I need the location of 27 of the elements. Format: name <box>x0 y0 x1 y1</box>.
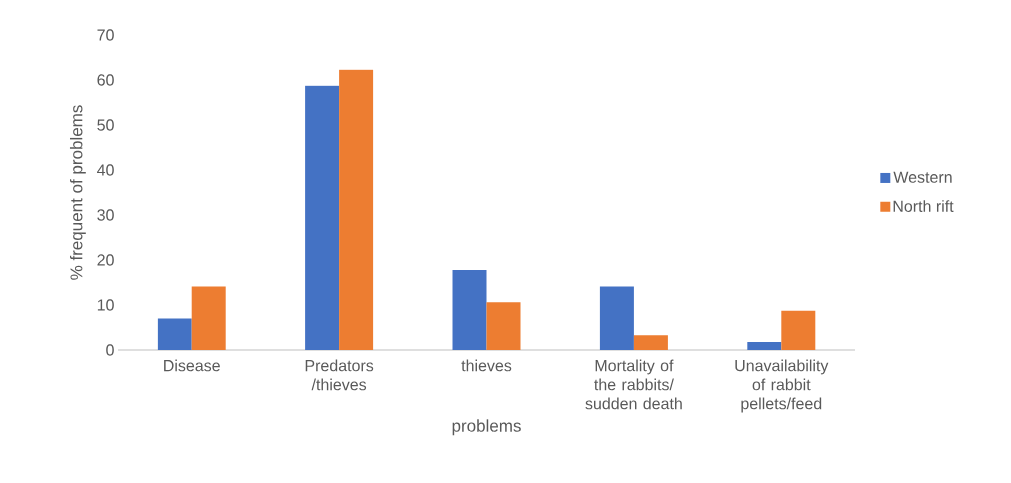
legend-label: North rift <box>893 200 954 212</box>
bar <box>781 310 816 350</box>
x-tick-label: Mortality of the rabbits/ sudden death <box>585 359 682 410</box>
bar <box>486 302 521 350</box>
y-tick-label: 10 <box>97 299 114 311</box>
y-tick-label: 40 <box>97 164 114 176</box>
y-axis-title: % frequent of problems <box>69 105 86 280</box>
y-tick-label: 30 <box>97 209 114 221</box>
bar <box>599 286 634 350</box>
legend-label: Western <box>893 171 952 183</box>
x-axis-title: problems <box>452 419 521 436</box>
bar <box>633 335 668 350</box>
x-tick-label: thieves <box>461 359 512 372</box>
y-tick-label: 20 <box>97 254 114 266</box>
x-tick-label: Predators /thieves <box>305 359 374 391</box>
bar <box>452 269 487 350</box>
y-tick-label: 50 <box>97 119 114 131</box>
bar <box>157 318 192 350</box>
bar <box>747 341 782 350</box>
y-tick-label: 70 <box>97 29 114 41</box>
x-tick-label: Disease <box>164 359 220 372</box>
y-tick-label: 60 <box>97 74 114 86</box>
y-tick-label: 0 <box>106 344 114 356</box>
x-tick-label: Unavailability of rabbit pellets/feed <box>735 359 829 413</box>
bar <box>191 286 226 350</box>
bar <box>305 85 340 350</box>
bar <box>339 69 374 350</box>
